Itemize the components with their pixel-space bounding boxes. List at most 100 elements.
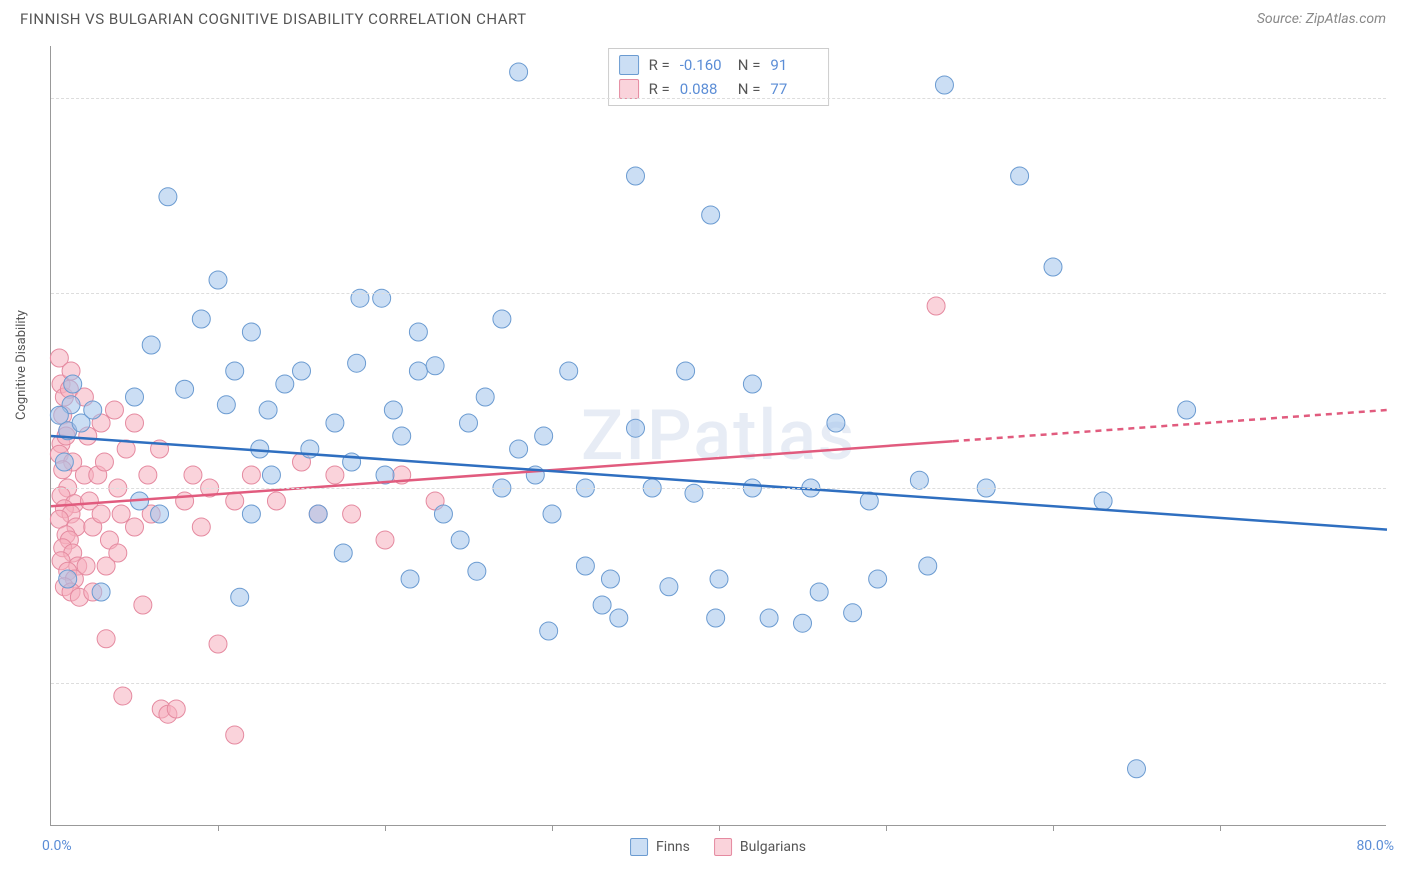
data-point	[610, 609, 628, 627]
data-point	[184, 466, 202, 484]
data-point	[334, 544, 352, 562]
data-point	[434, 505, 452, 523]
data-point	[151, 505, 169, 523]
data-point	[935, 76, 953, 94]
data-point	[426, 357, 444, 375]
data-point	[476, 388, 494, 406]
gridline	[51, 683, 1386, 684]
data-point	[401, 570, 419, 588]
data-point	[451, 531, 469, 549]
data-point	[543, 505, 561, 523]
x-tick	[1053, 825, 1054, 831]
data-point	[351, 289, 369, 307]
data-point	[373, 289, 391, 307]
data-point	[348, 354, 366, 372]
data-point	[1044, 258, 1062, 276]
x-axis-max-label: 80.0%	[1356, 838, 1394, 854]
data-point	[167, 700, 185, 718]
data-point	[576, 557, 594, 575]
x-axis-footer: 0.0% Finns Bulgarians 80.0%	[50, 838, 1386, 868]
y-axis-label: Cognitive Disability	[14, 310, 29, 420]
data-point	[702, 206, 720, 224]
gridline	[51, 488, 1386, 489]
data-point	[192, 310, 210, 328]
data-point	[869, 570, 887, 588]
data-point	[326, 414, 344, 432]
data-point	[59, 570, 77, 588]
data-point	[810, 583, 828, 601]
data-point	[262, 466, 280, 484]
data-point	[660, 578, 678, 596]
data-point	[627, 419, 645, 437]
data-point	[1094, 492, 1112, 510]
data-point	[677, 362, 695, 380]
gridline	[51, 293, 1386, 294]
data-point	[493, 310, 511, 328]
data-point	[393, 427, 411, 445]
legend-label: Finns	[656, 839, 690, 855]
data-point	[510, 440, 528, 458]
data-point	[217, 396, 235, 414]
y-tick-label: 30.0%	[1394, 102, 1406, 118]
series-legend: Finns Bulgarians	[630, 838, 806, 856]
bulgarians-swatch-icon	[619, 79, 639, 99]
data-point	[55, 453, 73, 471]
data-point	[593, 596, 611, 614]
data-point	[209, 271, 227, 289]
scatter-plot-svg	[51, 46, 1386, 825]
chart-plot-area: ZIPatlas R =-0.160 N =91 R =0.088 N =77 …	[50, 46, 1386, 826]
data-point	[105, 401, 123, 419]
data-point	[560, 362, 578, 380]
data-point	[409, 323, 427, 341]
data-point	[192, 518, 210, 536]
data-point	[139, 466, 157, 484]
data-point	[114, 687, 132, 705]
x-tick	[385, 825, 386, 831]
data-point	[685, 484, 703, 502]
data-point	[468, 562, 486, 580]
y-tick-label: 15.0%	[1394, 492, 1406, 508]
data-point	[176, 492, 194, 510]
data-point	[242, 505, 260, 523]
x-tick	[886, 825, 887, 831]
stats-row-finns: R =-0.160 N =91	[619, 53, 819, 77]
bulgarians-n-value: 77	[770, 80, 818, 98]
data-point	[209, 635, 227, 653]
data-point	[109, 544, 127, 562]
legend-item-finns: Finns	[630, 838, 690, 856]
finns-n-value: 91	[770, 56, 818, 74]
data-point	[827, 414, 845, 432]
data-point	[134, 596, 152, 614]
y-tick-label: 22.5%	[1394, 297, 1406, 313]
regression-line	[953, 410, 1387, 441]
data-point	[242, 323, 260, 341]
data-point	[409, 362, 427, 380]
data-point	[126, 518, 144, 536]
data-point	[743, 375, 761, 393]
chart-title: FINNISH VS BULGARIAN COGNITIVE DISABILIT…	[20, 10, 527, 28]
data-point	[326, 466, 344, 484]
data-point	[159, 188, 177, 206]
data-point	[627, 167, 645, 185]
source-attribution: Source: ZipAtlas.com	[1257, 11, 1386, 27]
x-axis-min-label: 0.0%	[42, 838, 72, 854]
data-point	[142, 336, 160, 354]
data-point	[97, 630, 115, 648]
data-point	[77, 557, 95, 575]
bulgarians-swatch-icon	[714, 838, 732, 856]
data-point	[384, 401, 402, 419]
data-point	[601, 570, 619, 588]
finns-swatch-icon	[630, 838, 648, 856]
data-point	[540, 622, 558, 640]
x-tick	[719, 825, 720, 831]
data-point	[1178, 401, 1196, 419]
x-tick	[218, 825, 219, 831]
data-point	[126, 414, 144, 432]
data-point	[92, 505, 110, 523]
data-point	[927, 297, 945, 315]
data-point	[242, 466, 260, 484]
data-point	[910, 471, 928, 489]
data-point	[919, 557, 937, 575]
data-point	[460, 414, 478, 432]
data-point	[231, 588, 249, 606]
